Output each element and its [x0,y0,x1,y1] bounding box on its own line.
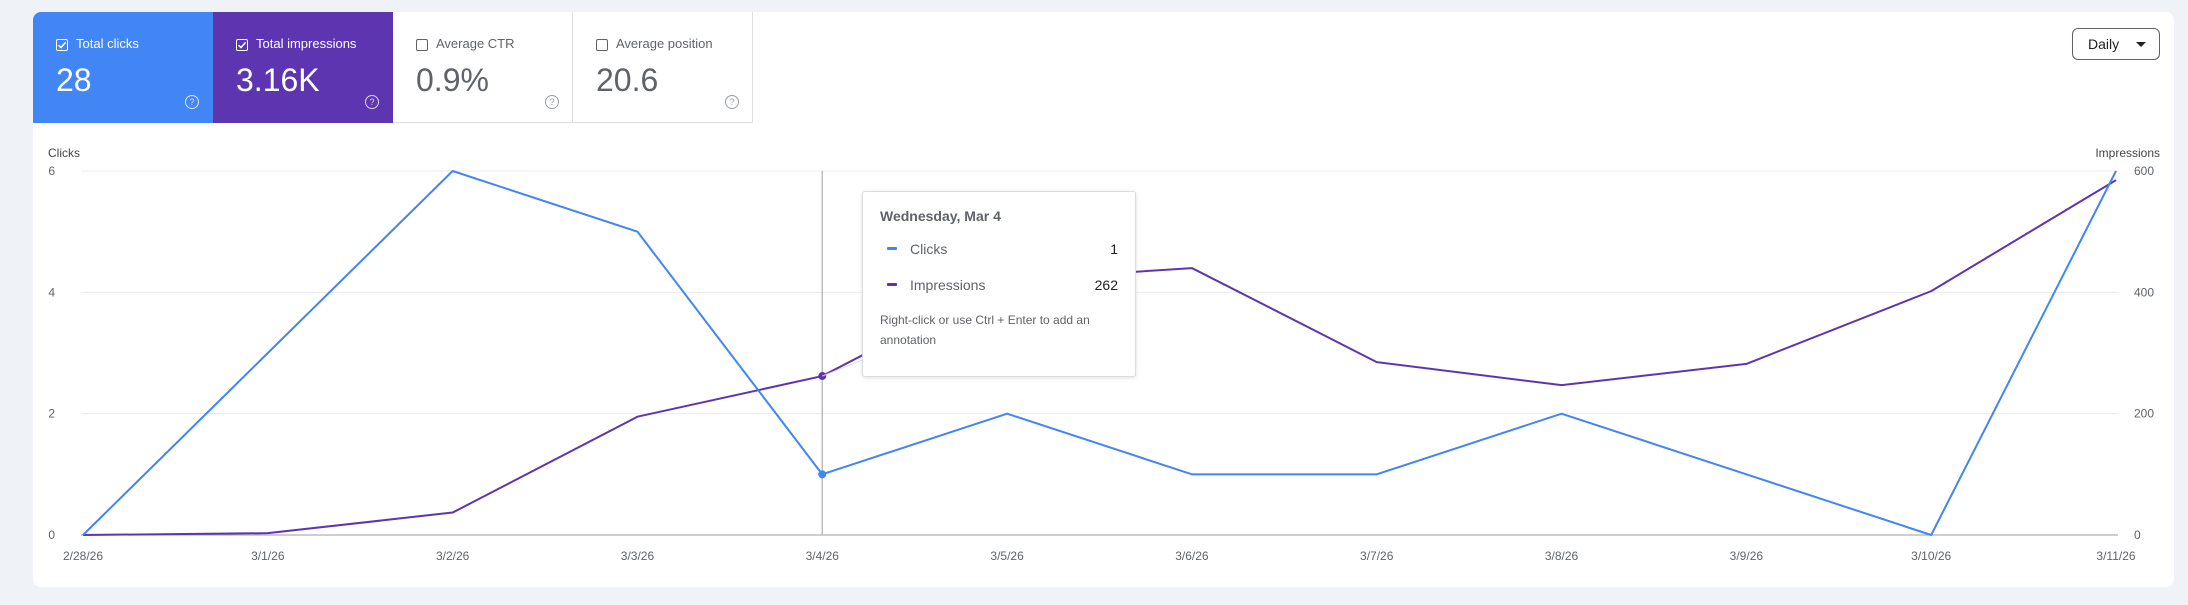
metric-label: Total clicks [76,36,139,51]
tooltip-row-value: 262 [1094,277,1118,293]
x-axis-ticks: 2/28/26 3/1/26 3/2/26 3/3/26 3/4/26 3/5/26 3/6… [63,549,2136,563]
x-tick-label: 2/28/26 [63,549,103,563]
x-tick-label: 3/11/26 [2096,549,2135,563]
metric-average-position[interactable]: Average position 20.6 ? [573,12,753,123]
checkbox-checked-icon[interactable] [56,39,68,51]
caret-down-icon [2136,42,2146,47]
help-icon[interactable]: ? [725,95,739,109]
metric-label: Total impressions [256,36,357,51]
tooltip-row-value: 1 [1110,241,1118,257]
tooltip-row-clicks: Clicks 1 [880,240,1118,260]
x-tick-label: 3/4/26 [806,549,840,563]
left-tick-label: 4 [48,285,55,299]
x-tick-label: 3/5/26 [990,549,1024,563]
metric-tabs: Total clicks 28 ? Total impressions 3.16… [33,12,753,123]
tooltip-row-name: Impressions [910,277,986,293]
tooltip-note: Right-click or use Ctrl + Enter to add a… [880,313,1090,347]
right-tick-label: 0 [2134,528,2141,542]
impressions-swatch-icon [887,283,897,286]
left-tick-label: 6 [48,164,55,178]
tooltip-title: Wednesday, Mar 4 [880,208,1001,224]
tooltip-row-impressions: Impressions 262 [880,276,1118,296]
x-tick-label: 3/9/26 [1730,549,1764,563]
metric-value: 3.16K [236,62,320,98]
checkbox-unchecked-icon[interactable] [416,39,428,51]
right-tick-label: 400 [2134,285,2154,299]
left-tick-label: 2 [48,407,55,421]
period-dropdown[interactable]: Daily [2072,28,2160,60]
right-axis-ticks: 0 200 400 600 [2134,164,2154,542]
metric-value: 28 [56,62,92,98]
right-axis-title: Impressions [2095,146,2160,160]
clicks-swatch-icon [887,247,897,250]
help-icon[interactable]: ? [185,95,199,109]
tooltip-row-name: Clicks [910,241,948,257]
metric-value: 0.9% [416,62,489,98]
right-tick-label: 600 [2134,164,2154,178]
left-axis-title: Clicks [48,146,80,160]
x-tick-label: 3/3/26 [621,549,655,563]
metric-total-clicks[interactable]: Total clicks 28 ? [33,12,213,123]
period-dropdown-label: Daily [2088,36,2120,52]
right-tick-label: 200 [2134,407,2154,421]
metric-label: Average CTR [436,36,515,51]
checkbox-unchecked-icon[interactable] [596,39,608,51]
x-tick-label: 3/7/26 [1360,549,1394,563]
metric-average-ctr[interactable]: Average CTR 0.9% ? [393,12,573,123]
checkbox-checked-icon[interactable] [236,39,248,51]
help-icon[interactable]: ? [365,95,379,109]
series-line-clicks [82,170,2117,536]
x-tick-label: 3/1/26 [251,549,285,563]
help-icon[interactable]: ? [545,95,559,109]
x-tick-label: 3/6/26 [1175,549,1209,563]
left-axis-ticks: 0 2 4 6 [48,164,55,542]
metric-total-impressions[interactable]: Total impressions 3.16K ? [213,12,393,123]
metric-label: Average position [616,36,713,51]
series-point-clicks [818,470,827,479]
x-tick-label: 3/10/26 [1911,549,1951,563]
chart-tooltip: Wednesday, Mar 4 Clicks 1 Impressions 26… [862,191,1136,377]
left-tick-label: 0 [48,528,55,542]
metric-value: 20.6 [596,62,659,98]
performance-card: Total clicks 28 ? Total impressions 3.16… [33,12,2174,587]
x-tick-label: 3/2/26 [436,549,470,563]
x-tick-label: 3/8/26 [1545,549,1579,563]
